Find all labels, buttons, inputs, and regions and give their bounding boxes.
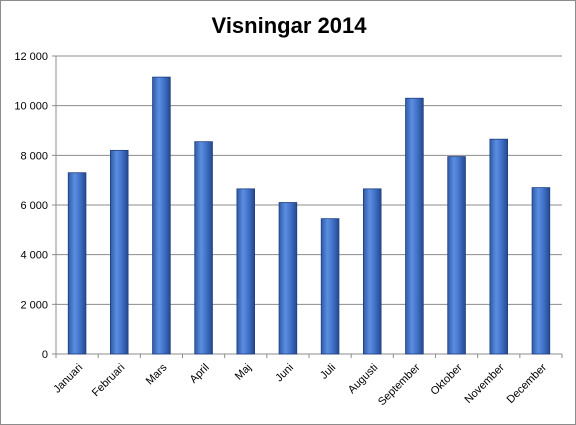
x-tick-label: April <box>188 362 212 386</box>
bar-november <box>489 138 509 355</box>
x-tick-label: Maj <box>233 362 254 383</box>
y-tick-labels: 0 2 000 4 000 6 000 8 000 10 000 12 000 <box>14 51 48 361</box>
x-tick-label: December <box>505 361 550 406</box>
bar-september <box>405 97 424 355</box>
y-tick-label: 0 <box>42 349 48 361</box>
y-tick-label: 2 000 <box>20 299 48 311</box>
gridlines <box>56 55 562 305</box>
x-tick-label: Mars <box>144 361 170 387</box>
y-tick-label: 12 000 <box>14 51 48 63</box>
x-tick-label: Februari <box>90 362 127 399</box>
bar-december <box>531 187 551 355</box>
bar-januari <box>67 172 87 355</box>
bar-juni <box>278 202 298 355</box>
y-tick-label: 10 000 <box>14 101 48 113</box>
bar-maj <box>236 188 256 355</box>
axes <box>52 55 563 358</box>
x-tick-label: Juli <box>318 362 338 382</box>
bar-mars <box>152 76 171 355</box>
x-tick-labels: Januari Februari Mars April Maj Juni Juli Augus… <box>51 361 549 408</box>
bar-juli <box>320 218 340 355</box>
x-tick-label: November <box>463 361 508 406</box>
chart-title: Visningar 2014 <box>211 13 367 38</box>
y-tick-label: 4 000 <box>20 250 48 262</box>
bar-augusti <box>362 188 382 355</box>
x-tick-label: Augusti <box>346 362 380 396</box>
y-tick-label: 6 000 <box>20 200 48 212</box>
bar-oktober <box>447 156 466 355</box>
bar-februari <box>109 149 129 355</box>
x-tick-label: Januari <box>51 362 85 396</box>
bar-april <box>194 141 213 355</box>
bars <box>67 76 551 355</box>
x-tick-label: September <box>376 361 423 408</box>
x-tick-label: Oktober <box>429 361 465 397</box>
x-tick-label: Juni <box>273 362 296 385</box>
y-tick-label: 8 000 <box>20 150 48 162</box>
